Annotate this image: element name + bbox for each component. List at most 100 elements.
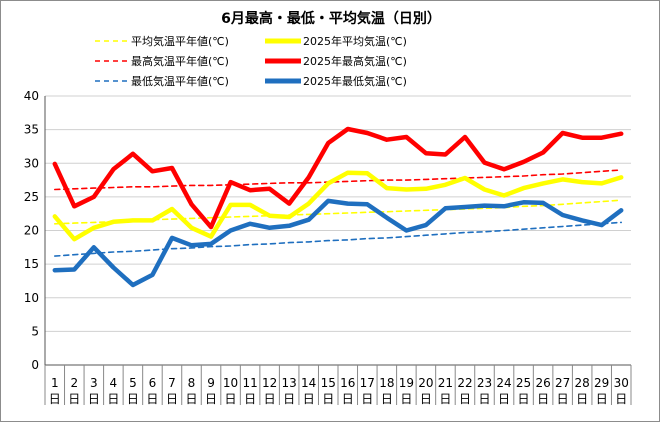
data-point-2 — [620, 169, 622, 171]
chart-title: 6月最高・最低・平均気温（日別） — [221, 10, 441, 27]
x-tick-label: 14 — [301, 376, 316, 390]
data-point-2 — [562, 173, 564, 175]
data-point-1 — [443, 183, 447, 187]
data-point-4 — [132, 251, 134, 253]
x-tick-label: 10 — [223, 376, 238, 390]
y-tick-label: 5 — [31, 324, 39, 338]
data-point-0 — [620, 199, 622, 201]
data-point-1 — [248, 203, 252, 207]
series-line-2 — [53, 169, 623, 191]
data-point-5 — [248, 222, 252, 226]
data-point-1 — [111, 220, 115, 224]
series-line-3 — [52, 126, 624, 230]
data-point-0 — [581, 202, 583, 204]
data-point-2 — [445, 178, 447, 180]
data-point-5 — [463, 205, 467, 209]
data-point-1 — [424, 187, 428, 191]
data-point-0 — [74, 222, 76, 224]
x-tick-label: 6 — [149, 376, 157, 390]
data-point-4 — [327, 240, 329, 242]
data-point-4 — [484, 231, 486, 233]
data-point-2 — [132, 186, 134, 188]
x-tick-label: 12 — [262, 376, 277, 390]
y-tick-label: 10 — [24, 291, 39, 305]
data-point-4 — [269, 243, 271, 245]
legend-label-0: 平均気温平年値(℃) — [131, 34, 229, 48]
data-point-1 — [287, 215, 291, 219]
data-point-0 — [523, 205, 525, 207]
data-point-3 — [365, 131, 369, 135]
legend-label-1: 2025年平均気温(℃) — [303, 34, 407, 48]
data-point-1 — [580, 180, 584, 184]
data-point-3 — [190, 202, 194, 206]
x-tick-suffix: 日 — [49, 392, 61, 406]
data-point-4 — [308, 241, 310, 243]
data-point-5 — [92, 245, 96, 249]
data-point-2 — [54, 189, 56, 191]
data-point-5 — [229, 229, 233, 233]
data-point-0 — [406, 210, 408, 212]
x-tick-label: 5 — [129, 376, 137, 390]
data-point-4 — [523, 228, 525, 230]
data-point-4 — [171, 248, 173, 250]
x-tick-suffix: 日 — [244, 392, 256, 406]
x-tick-label: 15 — [321, 376, 336, 390]
data-point-3 — [346, 127, 350, 131]
data-point-0 — [601, 201, 603, 203]
data-point-5 — [190, 243, 194, 247]
data-point-1 — [307, 202, 311, 206]
y-tick-label: 35 — [24, 123, 39, 137]
data-point-5 — [150, 273, 154, 277]
data-point-1 — [561, 177, 565, 181]
x-tick-suffix: 日 — [381, 392, 393, 406]
data-point-1 — [483, 187, 487, 191]
data-point-1 — [385, 186, 389, 190]
data-point-2 — [249, 183, 251, 185]
y-tick-label: 20 — [24, 224, 39, 238]
data-point-3 — [463, 135, 467, 139]
data-point-3 — [111, 167, 115, 171]
data-point-3 — [150, 169, 154, 173]
data-point-5 — [72, 268, 76, 272]
data-point-0 — [54, 223, 56, 225]
data-point-3 — [385, 138, 389, 142]
data-point-3 — [92, 195, 96, 199]
data-point-4 — [542, 227, 544, 229]
x-tick-suffix: 日 — [205, 392, 217, 406]
data-point-3 — [53, 162, 57, 166]
data-point-4 — [425, 234, 427, 236]
data-point-1 — [404, 187, 408, 191]
data-point-3 — [131, 152, 135, 156]
data-point-5 — [600, 223, 604, 227]
x-tick-suffix: 日 — [264, 392, 276, 406]
y-tick-label: 0 — [31, 358, 39, 372]
data-point-2 — [113, 187, 115, 189]
x-tick-label: 4 — [110, 376, 118, 390]
data-point-0 — [327, 213, 329, 215]
data-point-5 — [287, 224, 291, 228]
data-point-3 — [443, 153, 447, 157]
data-point-5 — [346, 202, 350, 206]
data-point-4 — [93, 253, 95, 255]
data-point-3 — [424, 151, 428, 155]
data-point-1 — [463, 176, 467, 180]
data-point-3 — [522, 160, 526, 164]
x-tick-suffix: 日 — [361, 392, 373, 406]
data-point-4 — [367, 238, 369, 240]
data-point-0 — [308, 214, 310, 216]
x-tick-suffix: 日 — [400, 392, 412, 406]
x-tick-label: 19 — [399, 376, 414, 390]
x-tick-suffix: 日 — [537, 392, 549, 406]
data-point-4 — [230, 245, 232, 247]
y-tick-label: 40 — [24, 89, 39, 103]
data-point-5 — [580, 218, 584, 222]
data-point-0 — [230, 216, 232, 218]
data-point-2 — [523, 175, 525, 177]
x-tick-label: 1 — [51, 376, 59, 390]
data-point-3 — [248, 188, 252, 192]
data-point-3 — [541, 150, 545, 154]
data-point-2 — [484, 177, 486, 179]
data-point-5 — [522, 200, 526, 204]
data-point-5 — [268, 226, 272, 230]
data-point-5 — [541, 201, 545, 205]
